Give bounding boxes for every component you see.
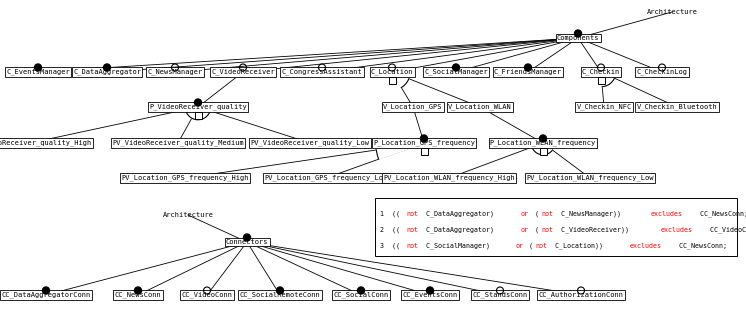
Text: PV_Location_WLAN_frequency_High: PV_Location_WLAN_frequency_High [383, 175, 515, 181]
Text: C_EventsManager: C_EventsManager [6, 69, 70, 75]
Text: not: not [536, 243, 548, 249]
Text: (: ( [530, 227, 539, 233]
Text: C_SocialManager: C_SocialManager [424, 69, 488, 75]
Text: excludes: excludes [660, 227, 692, 233]
Text: C_VideoReceiver: C_VideoReceiver [211, 69, 275, 75]
Text: excludes: excludes [650, 211, 682, 217]
Text: PV_VideoReceiver_quality_High: PV_VideoReceiver_quality_High [0, 140, 92, 146]
Circle shape [427, 287, 433, 294]
Text: 1  ((: 1 (( [380, 211, 400, 217]
FancyBboxPatch shape [195, 112, 201, 118]
Text: P_VideoReceiver_quality: P_VideoReceiver_quality [149, 104, 247, 110]
Text: CC_NewsConn;: CC_NewsConn; [692, 211, 746, 217]
Text: 3  ((: 3 (( [380, 243, 400, 249]
FancyBboxPatch shape [375, 198, 737, 256]
Text: excludes: excludes [630, 243, 662, 249]
Text: CC_NewsConn;: CC_NewsConn; [671, 243, 727, 249]
Text: C_VideoReceiver)): C_VideoReceiver)) [557, 227, 636, 233]
Text: CC_StandsConn: CC_StandsConn [472, 292, 527, 298]
FancyBboxPatch shape [389, 77, 395, 84]
Text: C_Location)): C_Location)) [551, 243, 612, 249]
Text: not: not [541, 227, 553, 233]
Polygon shape [532, 143, 553, 155]
Polygon shape [601, 72, 615, 87]
Text: C_DataAggregator: C_DataAggregator [73, 69, 141, 75]
Text: CC_EventsConn: CC_EventsConn [402, 292, 457, 298]
Text: C_DataAggregator): C_DataAggregator) [421, 211, 498, 217]
Circle shape [524, 64, 531, 71]
Text: CC_SocialConn: CC_SocialConn [333, 292, 389, 298]
Circle shape [34, 64, 42, 71]
Text: C_CheckinLog: C_CheckinLog [636, 69, 688, 75]
Text: or: or [520, 227, 528, 233]
Circle shape [574, 30, 581, 37]
Circle shape [243, 234, 251, 241]
Circle shape [104, 64, 110, 71]
Text: C_FriendsManager: C_FriendsManager [494, 69, 562, 75]
Text: PV_Location_GPS_frequency_Low: PV_Location_GPS_frequency_Low [264, 175, 388, 181]
Text: PV_Location_GPS_frequency_High: PV_Location_GPS_frequency_High [122, 175, 248, 181]
Text: not: not [406, 227, 418, 233]
FancyBboxPatch shape [539, 147, 547, 154]
Text: not: not [406, 211, 418, 217]
Text: PV_Location_WLAN_frequency_Low: PV_Location_WLAN_frequency_Low [526, 175, 653, 181]
Circle shape [539, 135, 547, 142]
Text: CC_NewsConn: CC_NewsConn [115, 292, 161, 298]
Circle shape [195, 99, 201, 106]
Text: CC_SocialRemoteConn: CC_SocialRemoteConn [239, 292, 320, 298]
Text: or: or [520, 211, 528, 217]
Text: PV_VideoReceiver_quality_Medium: PV_VideoReceiver_quality_Medium [112, 140, 244, 146]
Text: Connectors: Connectors [226, 239, 269, 245]
Text: C_Location: C_Location [371, 69, 413, 75]
Text: P_Location_WLAN_frequency: P_Location_WLAN_frequency [490, 140, 596, 146]
Text: V_Location_WLAN: V_Location_WLAN [448, 104, 512, 110]
Text: not: not [541, 211, 553, 217]
Text: C_NewsManager: C_NewsManager [148, 69, 203, 75]
Text: P_Location_GPS_frequency: P_Location_GPS_frequency [373, 140, 475, 146]
Text: V_Checkin_NFC: V_Checkin_NFC [577, 104, 632, 110]
FancyBboxPatch shape [421, 147, 427, 154]
Circle shape [357, 287, 365, 294]
Text: C_DataAggregator): C_DataAggregator) [421, 227, 498, 233]
Text: (: ( [530, 211, 539, 217]
Text: or: or [515, 243, 523, 249]
Text: V_Checkin_Bluetooth: V_Checkin_Bluetooth [636, 104, 718, 110]
Polygon shape [376, 143, 424, 159]
Circle shape [43, 287, 49, 294]
Text: (: ( [525, 243, 533, 249]
Text: 2  ((: 2 (( [380, 227, 400, 233]
Polygon shape [392, 72, 409, 87]
Text: CC_AuthorizationConn: CC_AuthorizationConn [539, 292, 624, 298]
Text: C_CongressAssistant: C_CongressAssistant [282, 69, 363, 75]
Text: PV_VideoReceiver_quality_Low: PV_VideoReceiver_quality_Low [251, 140, 369, 146]
Text: Architecture: Architecture [647, 9, 698, 15]
Text: Components: Components [557, 35, 599, 41]
Circle shape [421, 135, 427, 142]
Circle shape [277, 287, 283, 294]
Text: C_SocialManager): C_SocialManager) [421, 243, 494, 249]
Text: Architecture: Architecture [163, 212, 213, 218]
Text: CC_VideoConn: CC_VideoConn [181, 292, 233, 298]
Text: C_NewsManager)): C_NewsManager)) [557, 211, 629, 217]
Text: C_Checkin: C_Checkin [582, 69, 620, 75]
Text: CC_VideoConn;: CC_VideoConn; [702, 227, 746, 233]
Polygon shape [186, 107, 210, 120]
Circle shape [453, 64, 460, 71]
FancyBboxPatch shape [598, 77, 604, 84]
Text: CC_DataAggregatorConn: CC_DataAggregatorConn [1, 292, 90, 298]
Text: V_Location_GPS: V_Location_GPS [383, 104, 442, 110]
Text: not: not [406, 243, 418, 249]
Circle shape [134, 287, 142, 294]
